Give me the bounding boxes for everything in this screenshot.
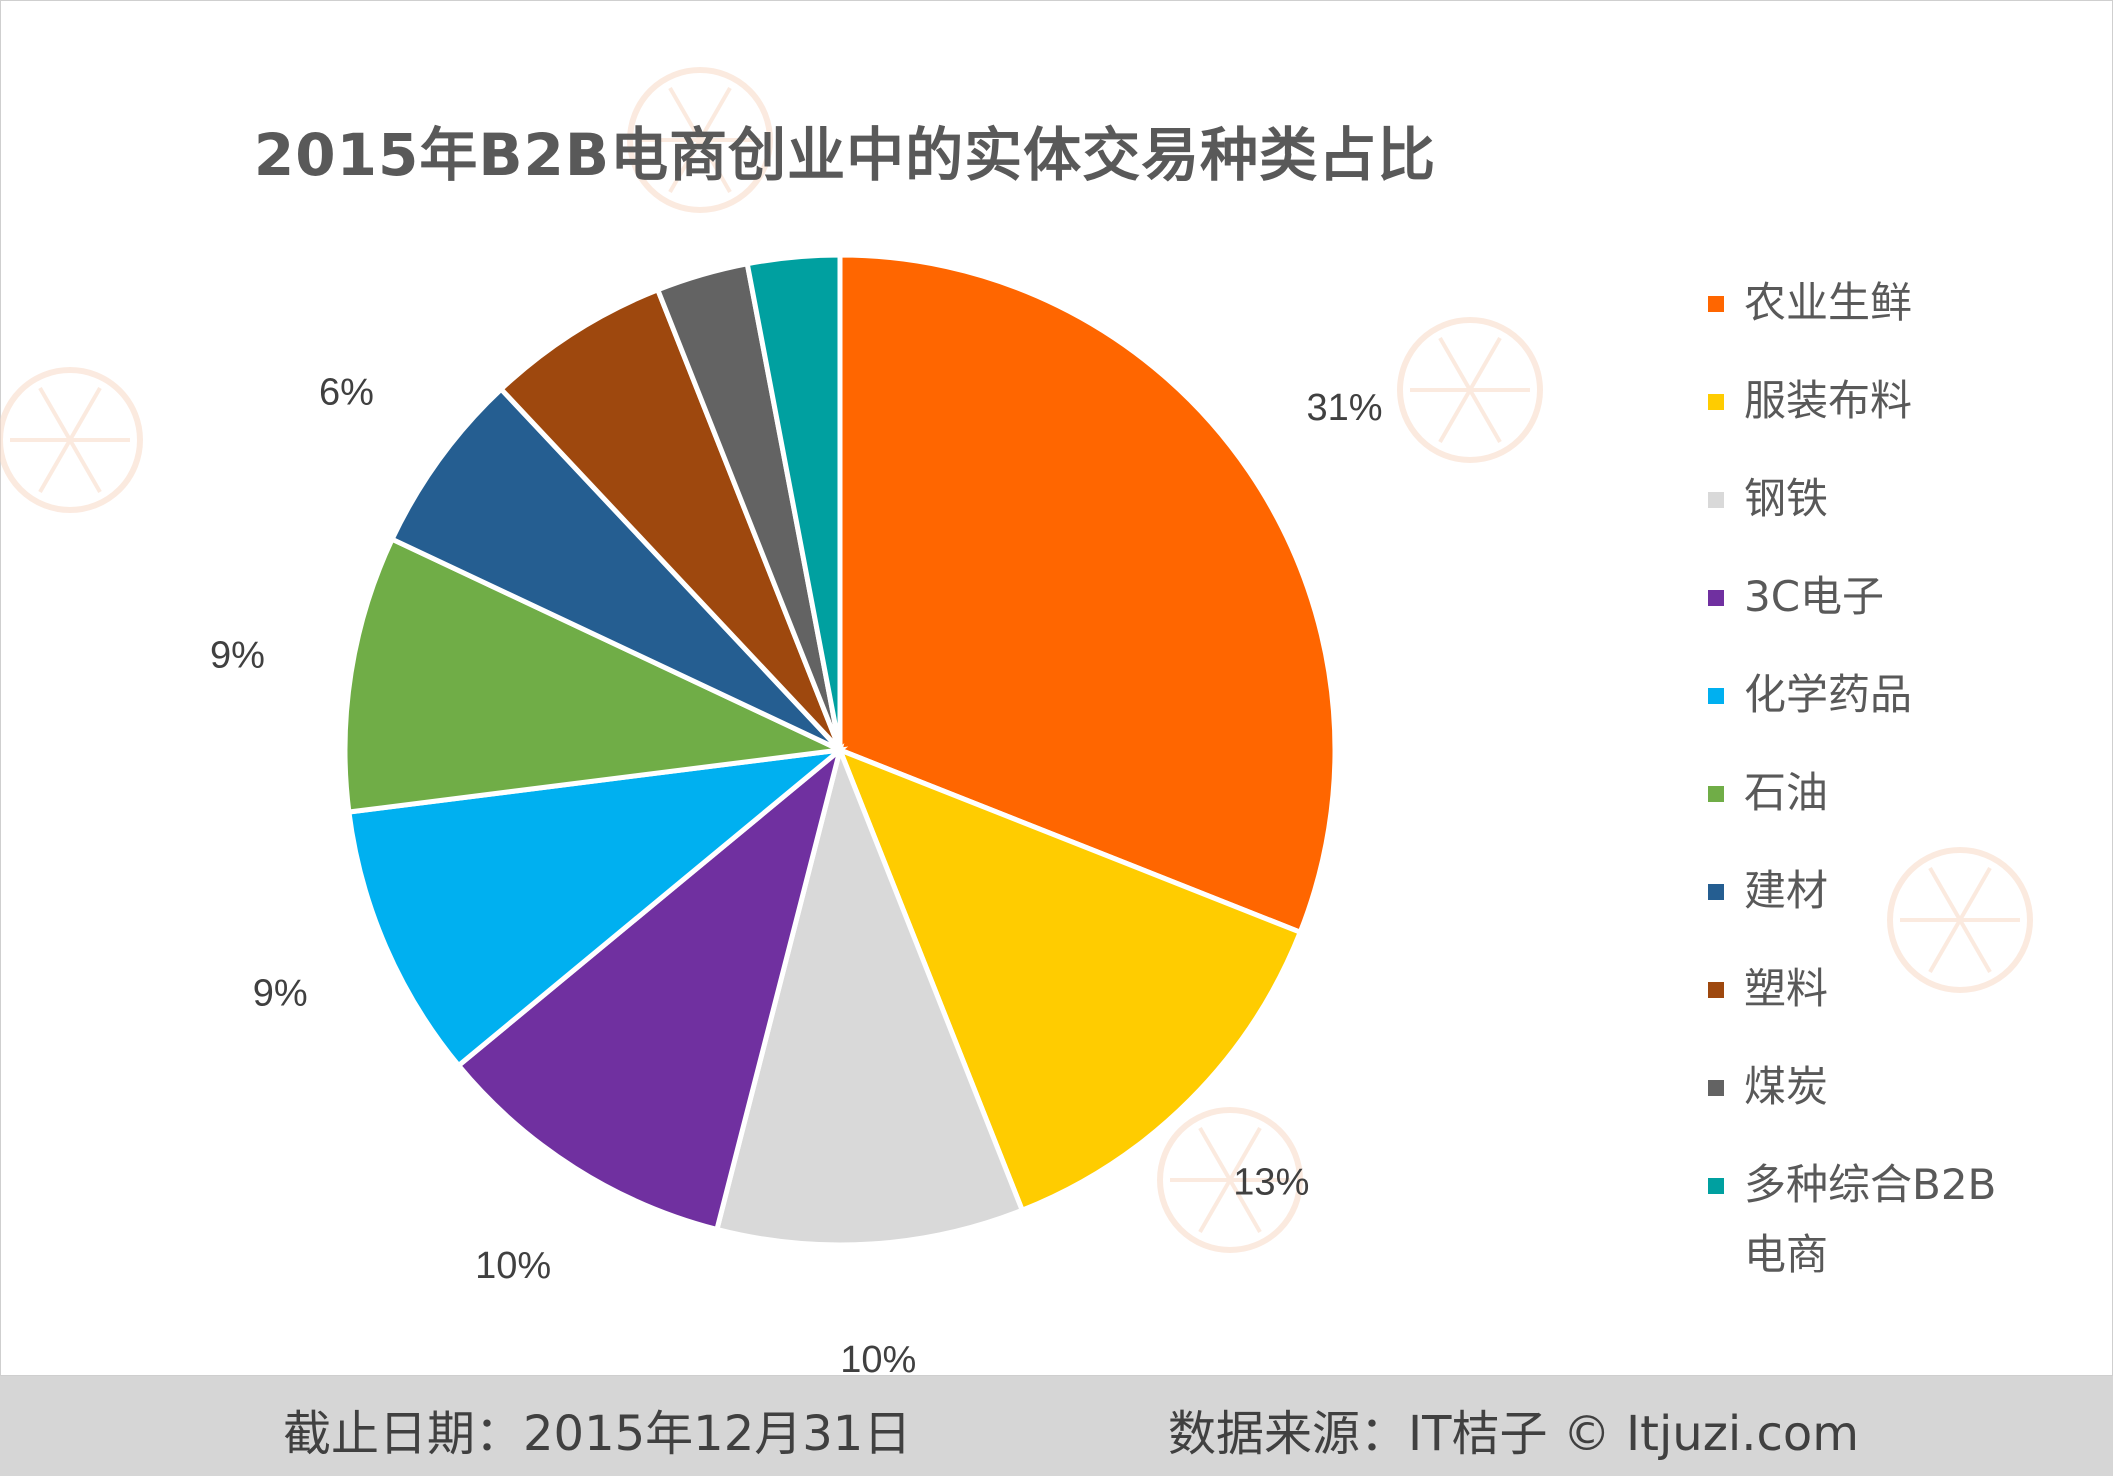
data-label-1: 31% — [1306, 387, 1382, 429]
legend-label: 塑料 — [1744, 964, 1829, 1013]
legend-item-8: 塑料 — [1708, 954, 2108, 1052]
legend-item-5: 化学药品 — [1708, 660, 2108, 758]
legend-label: 多种综合B2B 电商 — [1744, 1160, 1997, 1279]
pie-slice-7 — [388, 385, 842, 753]
legend-item-1: 农业生鲜 — [1708, 268, 2108, 366]
legend-swatch — [1708, 982, 1724, 998]
legend-swatch — [1708, 688, 1724, 704]
data-label-2: 13% — [1233, 1161, 1309, 1203]
footer-bar: 截止日期：2015年12月31日 数据来源：IT桔子 © Itjuzi.com — [0, 1376, 2113, 1476]
legend-item-3: 钢铁 — [1708, 464, 2108, 562]
legend-label: 农业生鲜 — [1744, 278, 1913, 327]
legend-swatch — [1708, 786, 1724, 802]
footer-source: 数据来源：IT桔子 © Itjuzi.com — [1168, 1406, 1860, 1462]
legend-swatch — [1708, 884, 1724, 900]
pie-slice-3 — [713, 741, 1026, 1248]
legend-item-9: 煤炭 — [1708, 1052, 2108, 1150]
legend-label: 钢铁 — [1744, 474, 1829, 523]
legend-swatch — [1708, 296, 1724, 312]
legend-swatch — [1708, 394, 1724, 410]
legend-item-2: 服装布料 — [1708, 366, 2108, 464]
legend-label: 服装布料 — [1744, 376, 1913, 425]
data-label-4: 10% — [475, 1245, 551, 1287]
legend-swatch — [1708, 492, 1724, 508]
chart-title: 2015年B2B电商创业中的实体交易种类占比 — [253, 121, 1437, 189]
data-label-6: 9% — [210, 635, 265, 677]
legend-label: 化学药品 — [1744, 670, 1913, 719]
pie-chart: 31% 13% 10% 10% 9% 9% 6% — [210, 252, 1383, 1376]
pie-slice-6 — [342, 535, 849, 815]
pie-slice-1 — [837, 252, 1338, 936]
pie-slice-5 — [346, 746, 849, 1070]
legend-item-7: 建材 — [1708, 856, 2108, 954]
pie-slice-4 — [455, 743, 845, 1233]
legend-item-10: 多种综合B2B 电商 — [1708, 1150, 2108, 1290]
legend-swatch — [1708, 590, 1724, 606]
data-label-7: 6% — [319, 371, 374, 413]
pie-slice-10 — [744, 252, 843, 751]
pie-slice-8 — [497, 286, 843, 752]
pie-slice-2 — [835, 745, 1304, 1214]
data-label-3: 10% — [840, 1339, 916, 1376]
legend: 农业生鲜服装布料钢铁 3C电子化学药品石油建材塑料煤炭多种综合B2B 电商 — [1708, 268, 2108, 1290]
legend-swatch — [1708, 1178, 1724, 1194]
legend-swatch — [1708, 1080, 1724, 1096]
data-label-5: 9% — [253, 972, 308, 1014]
legend-label: 3C电子 — [1744, 572, 1885, 621]
legend-item-6: 石油 — [1708, 758, 2108, 856]
legend-label: 建材 — [1744, 866, 1829, 915]
legend-label: 煤炭 — [1744, 1062, 1829, 1111]
footer-date: 截止日期：2015年12月31日 — [283, 1406, 912, 1462]
legend-item-4: 3C电子 — [1708, 562, 2108, 660]
legend-label: 石油 — [1744, 768, 1829, 817]
